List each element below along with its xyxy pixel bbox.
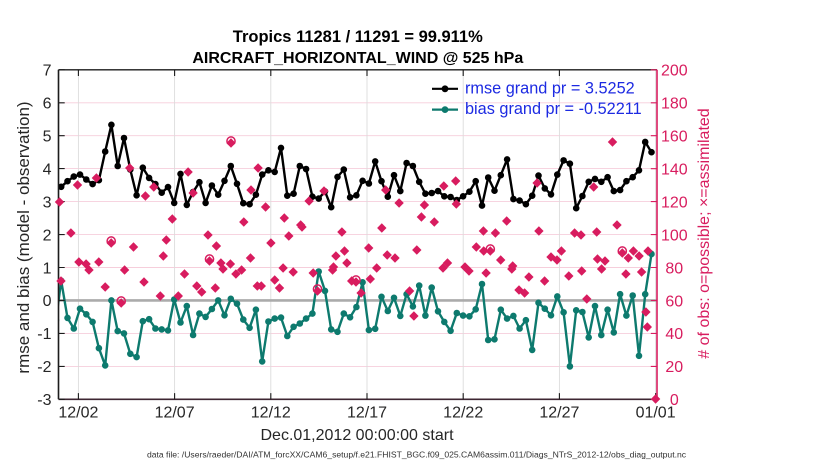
svg-text:01/01: 01/01: [636, 405, 676, 422]
svg-text:0: 0: [43, 293, 52, 310]
svg-text:2: 2: [43, 227, 52, 244]
svg-text:Dec.01,2012 00:00:00 start: Dec.01,2012 00:00:00 start: [260, 427, 454, 444]
svg-text:200: 200: [661, 63, 688, 80]
svg-text:160: 160: [661, 129, 688, 146]
svg-text:1: 1: [43, 260, 52, 277]
svg-text:-3: -3: [37, 392, 51, 409]
svg-text:12/17: 12/17: [347, 405, 387, 422]
svg-text:rmse and bias (model - observa: rmse and bias (model - observation): [14, 101, 33, 373]
svg-text:12/22: 12/22: [443, 405, 483, 422]
svg-text:6: 6: [43, 96, 52, 113]
svg-text:60: 60: [665, 293, 683, 310]
svg-text:bias grand pr = -0.52211: bias grand pr = -0.52211: [465, 100, 642, 118]
svg-text:12/02: 12/02: [58, 405, 98, 422]
svg-text:40: 40: [665, 326, 683, 343]
svg-text:4: 4: [43, 161, 52, 178]
svg-text:data file: /Users/raeder/DAI/A: data file: /Users/raeder/DAI/ATM_forcXX/…: [147, 450, 687, 460]
svg-text:140: 140: [661, 162, 688, 179]
svg-text:12/27: 12/27: [539, 405, 579, 422]
svg-text:120: 120: [661, 194, 688, 211]
svg-text:20: 20: [665, 359, 683, 376]
svg-text:12/07: 12/07: [155, 405, 195, 422]
svg-text:80: 80: [665, 260, 683, 277]
svg-text:rmse grand pr = 3.5252: rmse grand pr = 3.5252: [465, 79, 635, 97]
svg-text:12/12: 12/12: [251, 405, 291, 422]
svg-text:3: 3: [43, 194, 52, 211]
svg-text:-2: -2: [37, 359, 51, 376]
svg-text:Tropics 11281 / 11291 = 99.911: Tropics 11281 / 11291 = 99.911%: [233, 28, 483, 46]
svg-text:0: 0: [670, 392, 679, 409]
svg-text:# of obs: o=possible; ×=assimi: # of obs: o=possible; ×=assimilated: [696, 108, 713, 358]
svg-text:-1: -1: [37, 326, 51, 343]
svg-text:AIRCRAFT_HORIZONTAL_WIND @ 525: AIRCRAFT_HORIZONTAL_WIND @ 525 hPa: [192, 50, 523, 67]
svg-text:180: 180: [661, 96, 688, 113]
svg-text:7: 7: [43, 63, 52, 80]
svg-text:5: 5: [43, 129, 52, 146]
svg-text:100: 100: [661, 227, 688, 244]
